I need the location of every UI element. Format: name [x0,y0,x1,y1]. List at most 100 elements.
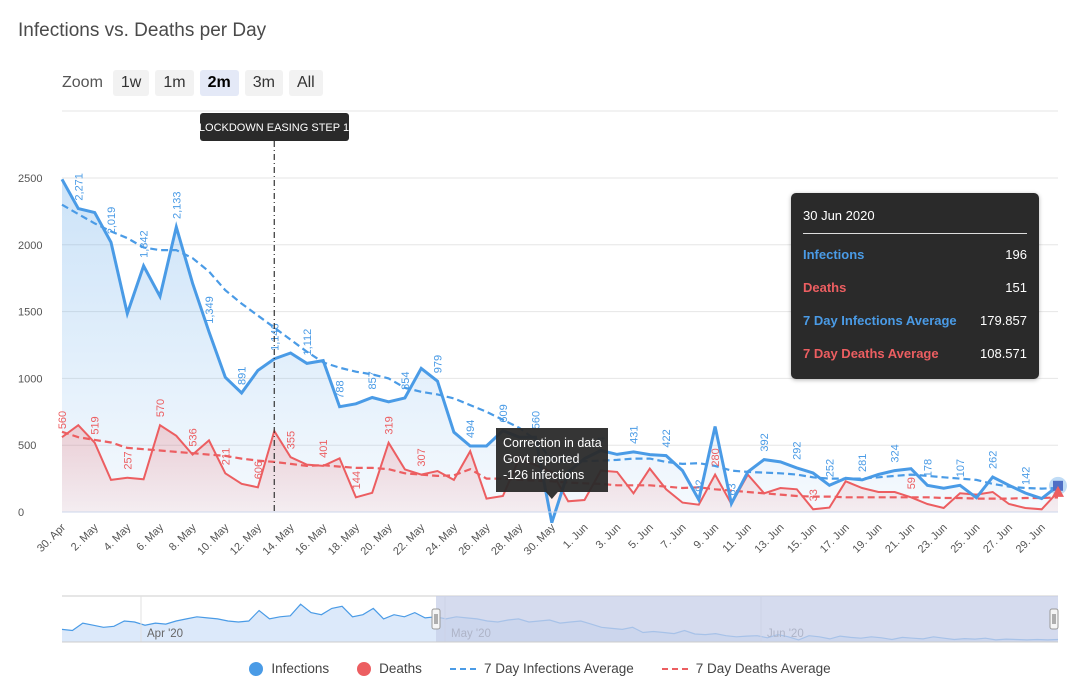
x-tick-label: 8. May [167,521,199,553]
tooltip-divider [803,233,1027,234]
legend-label: Deaths [379,661,422,676]
infections-data-label: 2,271 [73,173,85,201]
correction-callout-text: Correction in data [503,436,602,450]
y-tick-label: 0 [18,507,24,519]
y-tick-label: 2000 [18,240,42,252]
deaths-data-label: 33 [808,489,820,501]
correction-callout-text: Govt reported [503,452,579,466]
infections-data-label: 560 [531,411,543,429]
x-tick-label: 18. May [326,521,363,558]
deaths-data-label: 560 [57,411,69,429]
deaths-7day-average-line [61,430,1059,500]
x-tick-label: 10. May [195,521,232,558]
navigator-selected-range[interactable] [436,596,1058,642]
x-tick-label: 21. Jun [883,522,917,556]
tooltip-row-deaths: Deaths 151 [803,280,1027,295]
deaths-data-label: 307 [416,448,428,466]
legend-dash-icon [661,667,688,670]
x-tick-label: 25. Jun [948,522,982,556]
legend-dot-icon [249,661,264,676]
infections-data-label: 178 [922,459,934,477]
zoom-3m-button[interactable]: 3m [244,70,283,96]
x-tick-label: 27. Jun [981,522,1015,556]
infections-data-label: 431 [628,426,640,444]
zoom-bar: Zoom 1w 1m 2m 3m All [62,69,323,97]
correction-callout-box [496,428,608,499]
deaths-data-label: 606 [253,461,265,479]
infections-data-label: 92 [694,479,706,491]
x-tick-label: 5. Jun [626,522,656,552]
deaths-data-label: 570 [155,399,167,417]
zoom-1m-button[interactable]: 1m [155,70,194,96]
infections-avg-marker [1053,480,1063,491]
x-tick-label: 29. Jun [1014,522,1048,556]
deaths-data-label: 519 [90,416,102,434]
zoom-2m-button[interactable]: 2m [199,70,239,96]
tooltip-label: Deaths [803,280,847,295]
legend-label: 7 Day Deaths Average [695,661,831,676]
legend-dash-icon [449,667,476,670]
deaths-data-label: 211 [220,448,232,466]
x-tick-label: 7. Jun [659,522,689,552]
x-tick-label: 16. May [293,521,330,558]
infections-data-label: 891 [237,367,249,385]
infections-data-label: 63 [726,483,738,495]
infections-data-label: 107 [955,459,967,477]
deaths-data-label: 59 [906,477,918,489]
infections-data-label: 979 [433,355,445,373]
y-tick-label: 1500 [18,307,42,319]
legend-dot-icon [357,661,372,676]
x-tick-label: 28. May [489,521,526,558]
deaths-data-label: 280 [710,448,722,466]
tooltip-date: 30 Jun 2020 [803,208,875,223]
infections-data-label: 1,146 [269,323,281,351]
infections-data-label: 609 [498,404,510,422]
zoom-label: Zoom [62,74,103,91]
tooltip-value: 151 [1005,280,1027,295]
x-tick-label: 9. Jun [692,522,722,552]
x-tick-label: 3. Jun [594,522,624,552]
x-tick-label: 15. Jun [785,522,819,556]
legend: Infections Deaths 7 Day Infections Avera… [0,661,1080,676]
x-tick-label: 4. May [102,521,134,553]
x-tick-label: 30. May [522,521,559,558]
y-tick-label: 1000 [18,373,42,385]
legend-item-infections-avg[interactable]: 7 Day Infections Average [449,661,634,676]
navigator-right-handle[interactable] [1049,608,1059,630]
infections-data-label: 142 [1020,467,1032,485]
x-tick-label: 17. Jun [818,522,852,556]
navigator-month-label: Apr '20 [147,628,183,640]
zoom-1w-button[interactable]: 1w [112,70,150,96]
x-tick-label: 14. May [261,521,298,558]
correction-callout-text: -126 infections [503,468,584,482]
x-tick-label: 19. Jun [851,522,885,556]
infections-data-label: 1,349 [204,296,216,324]
infections-data-label: 281 [857,454,869,472]
deaths-avg-marker [1052,485,1064,497]
tooltip-row-infections-avg: 7 Day Infections Average 179.857 [803,313,1027,328]
tooltip-label: 7 Day Infections Average [803,313,957,328]
x-tick-label: 20. May [359,521,396,558]
legend-label: Infections [271,661,330,676]
infections-data-label: 2,019 [106,207,118,235]
deaths-area [62,425,1058,512]
zoom-all-button[interactable]: All [288,70,323,96]
x-tick-label: 30. Apr [35,521,68,554]
navigator-left-handle[interactable] [431,608,441,630]
infections-data-label: 854 [400,372,412,390]
infections-data-label: 292 [792,442,804,460]
deaths-data-label: 536 [188,428,200,446]
x-tick-label: 26. May [456,521,493,558]
legend-item-deaths-avg[interactable]: 7 Day Deaths Average [661,661,831,676]
y-tick-label: 2500 [18,173,42,185]
x-tick-label: 11. Jun [720,522,753,555]
infections-line [60,178,1059,524]
legend-item-deaths[interactable]: Deaths [357,661,422,676]
lockdown-label: LOCKDOWN EASING STEP 1 [199,122,349,134]
infections-data-label: 324 [890,444,902,462]
chart-title: Infections vs. Deaths per Day [18,20,267,41]
deaths-data-label: 257 [122,451,134,469]
infections-data-label: 392 [759,433,771,451]
legend-item-infections[interactable]: Infections [249,661,329,676]
